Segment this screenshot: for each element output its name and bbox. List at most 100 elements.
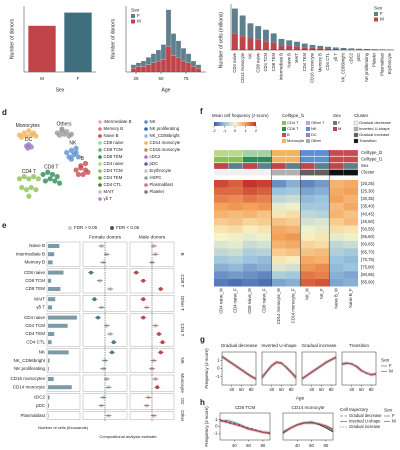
bar [332,48,339,50]
x-tick-label: cDC2 [348,52,353,63]
heatmap-cell [242,218,258,226]
row-label: Memory B [24,260,45,265]
annotation-label: Celltype_l2 [361,150,383,155]
scatter-point [45,169,51,175]
bar [325,46,331,49]
histogram-bar [160,59,167,73]
heatmap-cell [214,210,229,219]
plot-title: Transition [349,343,369,348]
row-label: CD8 TEM [25,286,45,291]
heatmap-cell [329,187,344,196]
heatmap-cell [314,218,330,226]
legend-swatch [110,226,114,230]
heatmap-cell [228,271,243,279]
heatmap-cell [286,263,301,272]
group-label: Other T [180,296,185,311]
cells-bar [48,413,49,418]
legend-label: Other T [311,120,325,125]
group-box [46,411,81,420]
annotation-cell [242,156,258,163]
bar [270,42,277,50]
x-tick-label: CD8 TEM [271,52,276,71]
bar [28,25,56,72]
legend-swatch [98,169,102,173]
annotation-cell [314,169,330,176]
group-label: Monocyte [180,373,185,393]
estimate-point [144,305,149,310]
heatmap-cell [214,195,229,203]
bar [317,48,324,50]
legend-label: M [137,19,141,24]
heatmap-cell [271,233,287,241]
column-label: CD8 naive_F [262,288,267,313]
heatmap-cell [286,225,301,234]
x-tick-label: 40 [295,443,300,448]
heatmap-cell [228,180,243,188]
estimate-point [151,244,156,248]
group-box [46,313,81,347]
estimate-point [104,377,109,381]
annotation-label: Cluster [361,170,375,175]
group-box [46,348,81,373]
x-tick-label: 60 [319,387,324,392]
plot-title: CD8 TCM [235,405,256,410]
histogram-bar [160,44,167,60]
heatmap-cell [329,180,344,188]
colorbar-tick-label: -1 [223,128,227,133]
heatmap-cell [228,248,243,257]
row-label: [80,85) [361,272,375,277]
annotation-cell [242,162,258,170]
scatter-point [75,154,82,160]
row-label: [20,25) [361,181,375,186]
histogram-bar [150,53,157,63]
x-tick-label: 80 [289,387,294,392]
cells-bar [48,287,61,291]
cells-bar [48,270,64,275]
heatmap-cell [314,240,330,249]
plot-title: Inverted U-shape [261,343,297,348]
estimate-point [104,252,109,257]
heatmap-cell [214,248,229,257]
cells-bar [48,323,68,328]
line [261,362,297,379]
heatmap-cell [314,271,330,279]
heatmap-cell [343,278,359,287]
legend-swatch [144,155,148,159]
estimate-point [108,332,113,336]
legend-swatch [144,134,148,138]
heatmap-cell [214,202,229,211]
heatmap-cell [257,195,272,203]
legend-swatch [131,19,135,24]
cells-bar [48,278,52,283]
annotation-cell [285,149,301,157]
x-tick-label: NK proliferating [364,52,369,82]
histogram-bar [165,9,172,47]
x-axis-label: Number of cells (thousands) [38,425,89,430]
bar [286,45,293,50]
legend-label: M [380,17,384,22]
annotation-cell [329,149,344,157]
heatmap-cell [271,180,287,188]
estimate-point [92,297,97,302]
bar [294,46,300,50]
group-box [46,374,81,392]
legend-swatch [353,126,359,132]
heatmap-cell [228,263,243,272]
heatmap-cell [242,248,258,257]
cells-bar [48,385,72,390]
histogram-bar [155,49,162,62]
colorbar-tick-label: 2 [255,128,258,133]
heatmap-cell [286,187,301,196]
column-label: CD14 monocyte_F [290,288,295,323]
cluster-label: DC [25,137,33,143]
legend-label: Gradual increase [359,132,390,137]
histogram-bar [150,62,157,73]
legend-label: Erythrocyte [150,168,172,173]
heatmap-cell [329,256,344,264]
row-label: CD14 monocyte [13,384,46,389]
legend-swatch [333,127,337,131]
panel-title: Female donors [89,234,122,240]
legend-label: Inverted U-shape [359,126,390,131]
scatter-point [52,178,58,184]
estimate-point [134,270,139,275]
